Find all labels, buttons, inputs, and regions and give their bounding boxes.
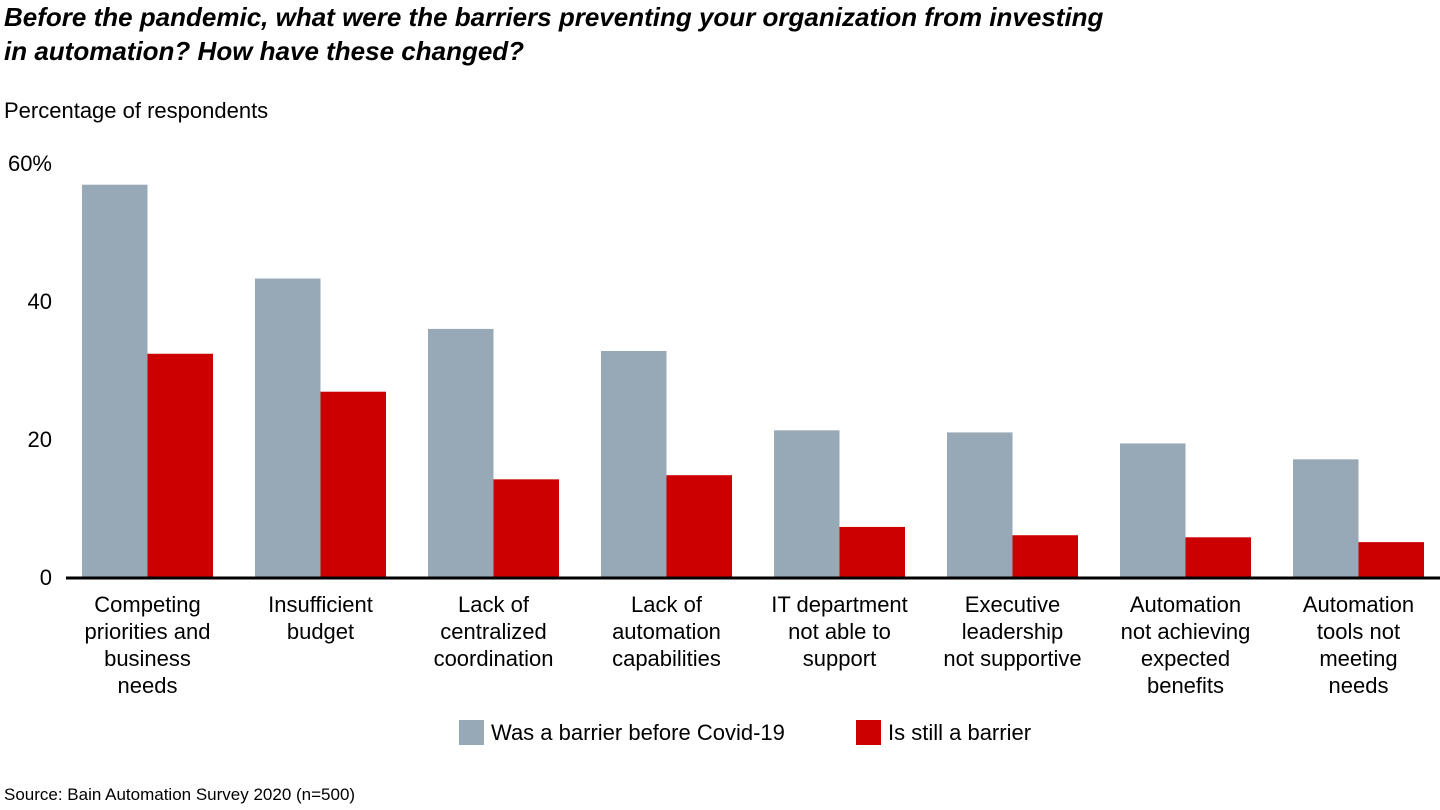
y-tick-label: 60% [7, 151, 52, 176]
bar [255, 278, 321, 578]
chart-title: Before the pandemic, what were the barri… [4, 2, 1104, 66]
bar [147, 353, 213, 578]
legend-label: Is still a barrier [888, 720, 1032, 745]
x-tick-label: Automation not achieving expected benefi… [1120, 592, 1251, 698]
source-note: Source: Bain Automation Survey 2020 (n=5… [4, 785, 356, 804]
bar [82, 184, 148, 578]
x-tick-label: Competing priorities and business needs [84, 592, 211, 698]
legend-swatch [856, 720, 881, 745]
bar [493, 479, 559, 578]
bar [774, 430, 840, 578]
x-tick-label: Lack of automation capabilities [612, 592, 721, 671]
bar [428, 328, 494, 578]
y-tick-label: 20 [27, 427, 52, 452]
bar [1120, 443, 1186, 578]
bar [1185, 537, 1251, 578]
bar [839, 526, 905, 578]
legend-swatch [459, 720, 484, 745]
x-tick-label: Lack of centralized coordination [433, 592, 554, 671]
bar [947, 432, 1013, 578]
y-axis-label: Percentage of respondents [4, 98, 269, 123]
legend-label: Was a barrier before Covid-19 [491, 720, 785, 745]
x-tick-label: Automation tools not meeting needs [1302, 592, 1415, 698]
bar [1358, 542, 1424, 578]
bar [320, 391, 386, 578]
y-tick-label: 40 [27, 289, 52, 314]
bar [1012, 535, 1078, 578]
bar [666, 475, 732, 578]
x-tick-label: Executive leadership not supportive [943, 592, 1082, 671]
x-tick-label: IT department not able to support [771, 592, 908, 671]
y-tick-label: 0 [39, 565, 52, 590]
bar [601, 350, 667, 578]
bar [1293, 459, 1359, 578]
x-tick-label: Insufficient budget [268, 592, 373, 644]
